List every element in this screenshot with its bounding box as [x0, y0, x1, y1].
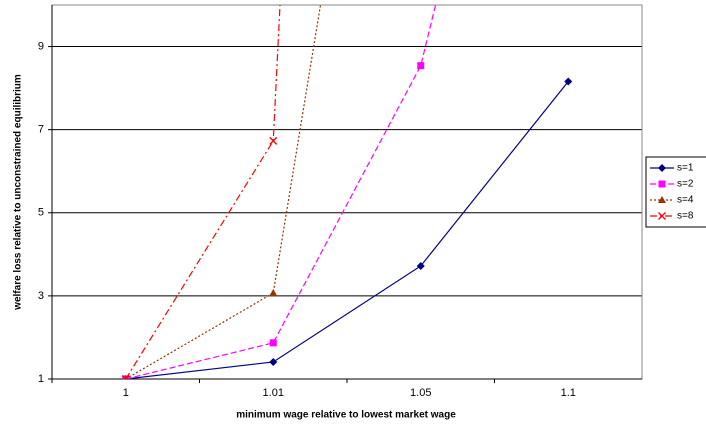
marker [658, 196, 666, 203]
series-line [125, 5, 322, 379]
marker [564, 77, 573, 86]
marker [269, 357, 278, 366]
marker [269, 136, 278, 145]
x-tick-label: 1 [123, 387, 129, 399]
marker [658, 212, 666, 220]
marker [269, 339, 277, 347]
plot-border [51, 4, 643, 380]
legend-box [645, 156, 706, 228]
series-line [125, 5, 281, 379]
x-axis-label: minimum wage relative to lowest market w… [236, 410, 456, 421]
series-line [125, 5, 437, 379]
y-tick-label: 1 [38, 373, 44, 385]
y-tick-label: 3 [38, 290, 44, 302]
x-tick-label: 1.05 [410, 387, 431, 399]
y-tick-label: 5 [38, 207, 44, 219]
series-line [125, 81, 569, 379]
legend-label: s=8 [677, 211, 694, 222]
legend-label: s=1 [677, 163, 694, 174]
marker [269, 288, 278, 296]
legend-label: s=4 [677, 195, 694, 206]
marker [416, 261, 425, 270]
marker [658, 180, 666, 188]
x-tick-label: 1.01 [263, 387, 284, 399]
y-tick-label: 9 [38, 40, 44, 52]
x-tick-label: 1.1 [561, 387, 576, 399]
y-axis-label: welfare loss relative to unconstrained e… [13, 74, 24, 311]
legend-label: s=2 [677, 179, 694, 190]
plot-area [121, 5, 573, 379]
marker [658, 164, 666, 172]
marker [417, 62, 425, 70]
marker [121, 375, 130, 379]
y-tick-label: 7 [38, 124, 44, 136]
